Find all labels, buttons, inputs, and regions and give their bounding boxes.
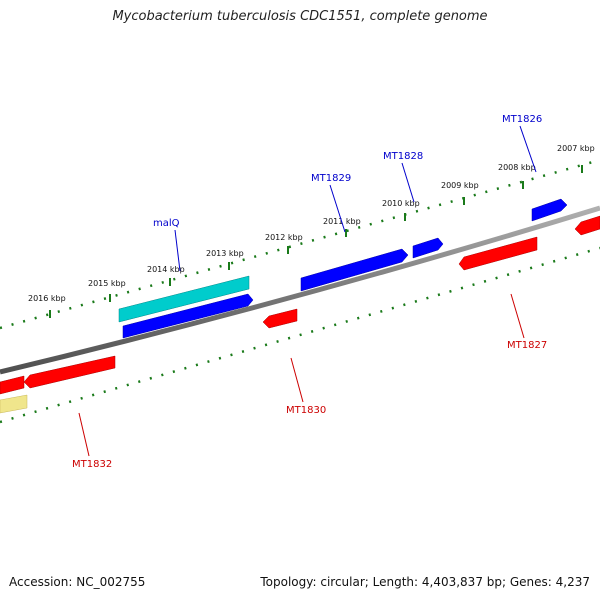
gene-label-mt1830: MT1830: [286, 405, 326, 416]
tick-label-2009: 2009 kbp: [441, 181, 479, 190]
gene-mt1831[interactable]: [262, 308, 298, 329]
gene-mt1828[interactable]: [412, 237, 444, 259]
tick-label-2016: 2016 kbp: [28, 294, 66, 303]
gene-mt1827[interactable]: [458, 236, 538, 271]
tick-label-2010: 2010 kbp: [382, 199, 420, 208]
gene-label-mt1828: MT1828: [383, 151, 423, 162]
tick-label-2007: 2007 kbp: [557, 144, 595, 153]
accession-text: Accession: NC_002755: [9, 575, 146, 589]
gene-left-red[interactable]: [0, 375, 25, 395]
gene-label-mt1829: MT1829: [311, 173, 351, 184]
gene-labels: malQ MT1829 MT1828 MT1826 MT1827 MT1830 …: [72, 114, 547, 470]
major-ticks: [49, 165, 583, 318]
tick-label-2015: 2015 kbp: [88, 279, 126, 288]
genome-backbone: [0, 205, 600, 375]
gene-mt1829[interactable]: [300, 248, 409, 292]
gene-label-mt1826: MT1826: [502, 114, 542, 125]
tick-label-2008: 2008 kbp: [498, 163, 536, 172]
tick-label-2014: 2014 kbp: [147, 265, 185, 274]
gene-mt1826[interactable]: [531, 198, 568, 222]
feature-yellow[interactable]: [0, 394, 28, 414]
gene-label-mt1827: MT1827: [507, 340, 547, 351]
topology-info: Topology: circular; Length: 4,403,837 bp…: [260, 575, 590, 589]
outer-tick-track: [0, 158, 600, 330]
reverse-strand-genes[interactable]: [0, 215, 600, 395]
tick-label-2013: 2013 kbp: [206, 249, 244, 258]
gene-right-red[interactable]: [574, 215, 600, 236]
gene-label-mt1832: MT1832: [72, 459, 112, 470]
label-leaders: [78, 125, 537, 457]
forward-strand-genes[interactable]: [122, 198, 568, 339]
map-title: Mycobacterium tuberculosis CDC1551, comp…: [112, 9, 488, 24]
gene-malq[interactable]: [118, 275, 250, 323]
gene-mt1832[interactable]: [23, 355, 116, 389]
gene-label-malq: malQ: [153, 218, 180, 229]
inner-tick-track: [0, 246, 600, 424]
tick-label-2012: 2012 kbp: [265, 233, 303, 242]
gene-mt1830-forward[interactable]: [122, 293, 254, 339]
